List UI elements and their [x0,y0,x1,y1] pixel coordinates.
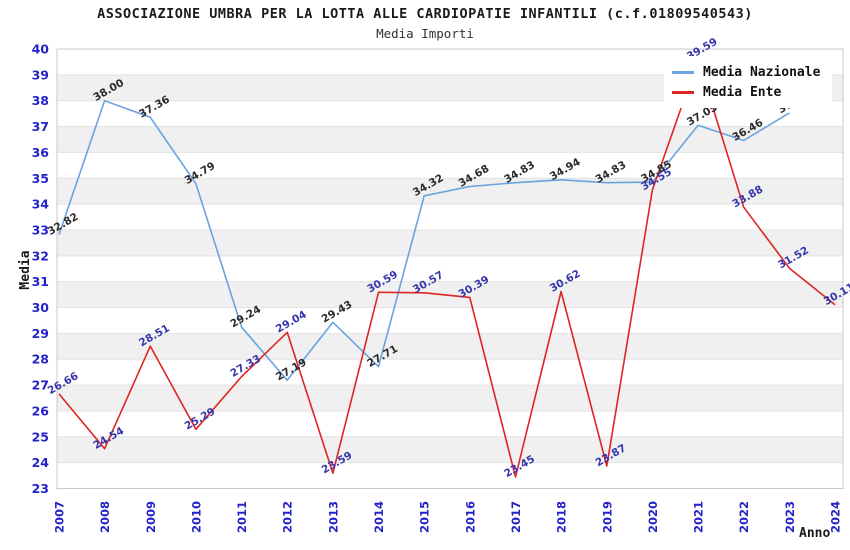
svg-text:2013: 2013 [326,501,340,533]
svg-text:2007: 2007 [53,501,67,533]
svg-text:2010: 2010 [189,501,203,533]
svg-text:2008: 2008 [98,501,112,533]
chart-legend: Media Nazionale Media Ente [664,56,833,108]
x-axis-tick-labels: 2007 2008 2009 2010 2011 2012 2013 2014 2015 2016… [53,501,843,533]
series-line-ente [58,58,836,478]
svg-text:27: 27 [32,378,49,393]
svg-text:35: 35 [32,171,49,186]
svg-text:2020: 2020 [646,501,660,533]
x-axis-title: Anno [799,526,830,541]
svg-text:2019: 2019 [600,501,614,533]
svg-text:30: 30 [32,300,50,315]
legend-line-swatch-blue [672,70,694,74]
svg-text:23: 23 [32,481,49,496]
svg-text:26: 26 [32,403,50,418]
svg-text:2015: 2015 [418,501,432,533]
svg-text:27.19: 27.19 [274,356,309,383]
series-line-nazionale [58,99,790,382]
svg-text:28: 28 [32,352,49,367]
chart-title: ASSOCIAZIONE UMBRA PER LA LOTTA ALLE CAR… [97,6,753,22]
svg-text:2023: 2023 [783,501,797,533]
plot-gridlines [56,48,844,489]
plot-bands [57,74,843,463]
svg-text:34: 34 [32,197,50,212]
legend-label: Media Ente [703,84,782,100]
svg-text:25: 25 [32,429,49,444]
svg-text:2017: 2017 [509,501,523,533]
svg-text:40: 40 [32,42,50,57]
svg-text:24: 24 [32,455,50,470]
svg-text:2014: 2014 [372,501,386,533]
svg-text:36: 36 [32,145,50,160]
svg-text:2012: 2012 [281,501,295,533]
svg-text:2009: 2009 [144,501,158,533]
svg-text:2018: 2018 [555,501,569,533]
svg-text:2022: 2022 [737,501,751,533]
svg-text:2024: 2024 [829,501,843,533]
svg-text:2016: 2016 [463,501,477,533]
legend-line-swatch-red [672,90,694,94]
svg-text:31: 31 [32,274,49,289]
legend-label: Media Nazionale [703,64,821,80]
legend-item-media-nazionale: Media Nazionale [672,62,820,82]
svg-text:29.04: 29.04 [274,309,309,336]
svg-text:37: 37 [32,119,49,134]
chart-subtitle: Media Importi [376,26,474,41]
y-axis-tick-labels: 23 24 25 26 27 28 29 30 31 32 33 34 35 36 37 38 39 40 [32,42,50,497]
svg-text:32: 32 [32,248,49,263]
legend-item-media-ente: Media Ente [672,82,820,102]
svg-text:38: 38 [32,93,49,108]
svg-text:2021: 2021 [692,501,706,533]
y-axis-title: Media [18,250,33,289]
svg-text:2011: 2011 [235,501,249,533]
svg-text:29: 29 [32,326,49,341]
svg-text:33: 33 [32,222,49,237]
svg-text:39: 39 [32,67,49,82]
